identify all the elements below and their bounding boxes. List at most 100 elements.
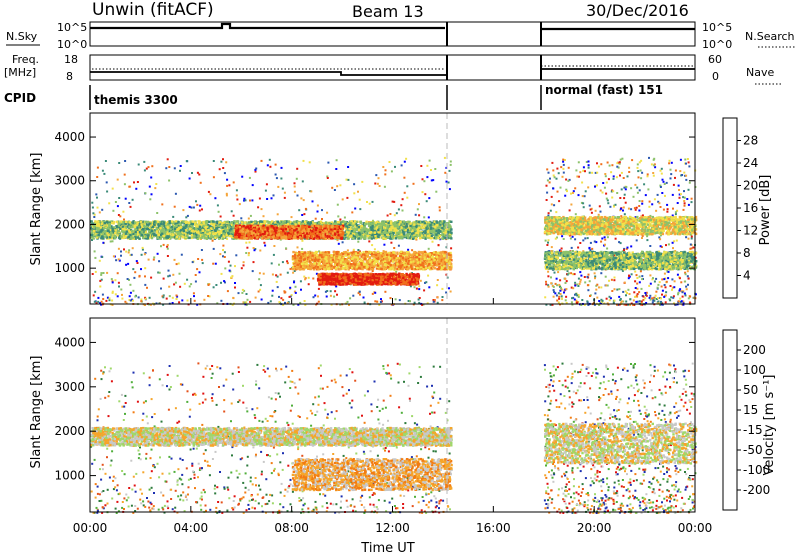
power-noise-pixel [621,250,624,253]
power-echo-pixel [110,225,113,228]
power-noise-pixel [610,278,613,281]
power-noise-pixel [683,190,685,193]
power-noise-pixel [626,292,628,294]
power-noise-pixel [173,205,176,208]
power-noise-pixel [634,183,637,186]
power-noise-pixel [574,213,577,216]
power-echo-pixel [176,222,180,226]
power-noise-pixel [641,200,644,203]
power-echo-pixel [111,221,114,225]
power-noise-pixel [293,182,296,185]
power-noise-pixel [681,291,684,294]
power-echo-pixel [159,220,162,224]
power-noise-pixel [425,281,428,284]
power-noise-pixel [99,279,102,282]
power-noise-pixel [207,295,210,297]
power-noise-pixel [271,294,274,297]
power-echo-pixel [443,234,446,237]
power-echo-pixel [157,233,160,237]
power-noise-pixel [406,196,409,199]
power-noise-pixel [567,166,570,169]
power-echo-pixel [345,234,349,237]
power-noise-pixel [669,299,672,302]
power-noise-pixel [582,166,585,169]
power-noise-pixel [156,252,159,255]
power-noise-pixel [635,274,638,277]
power-noise-pixel [100,272,103,275]
power-echo-pixel [330,221,334,224]
nsky-strip-frame [89,21,696,47]
power-noise-pixel [226,178,229,181]
power-noise-pixel [648,205,651,208]
power-noise-pixel [400,164,403,167]
power-noise-pixel [124,300,127,303]
power-noise-pixel [672,183,675,186]
power-noise-pixel [118,259,121,262]
power-noise-pixel [553,266,556,269]
power-echo-pixel [421,232,424,235]
power-echo-pixel [148,228,151,232]
power-echo-pixel [93,227,96,230]
power-noise-pixel [615,176,618,179]
power-noise-pixel [196,303,199,306]
power-noise-pixel [191,261,194,264]
power-noise-pixel [334,290,337,293]
figure-title: Unwin (fitACF) [92,0,214,20]
power-echo-pixel [384,226,388,230]
power-noise-pixel [290,216,293,219]
power-noise-pixel [568,234,571,237]
power-noise-pixel [612,301,615,304]
power-echo-pixel [104,230,107,233]
power-echo-pixel [353,237,356,240]
power-echo-pixel [450,237,453,240]
power-noise-pixel [564,277,567,280]
power-noise-pixel [441,296,444,298]
power-echo-pixel [104,226,108,230]
power-noise-pixel [676,273,679,276]
power-noise-pixel [92,212,95,215]
power-noise-pixel [119,215,122,218]
power-noise-pixel [168,166,171,168]
power-noise-pixel [587,160,590,163]
power-echo-pixel [378,226,381,229]
power-noise-pixel [403,176,406,179]
power-noise-pixel [160,245,162,248]
power-noise-pixel [421,303,424,306]
power-noise-pixel [660,246,663,248]
power-noise-pixel [599,210,602,213]
power-noise-pixel [186,299,189,302]
power-noise-pixel [682,300,685,303]
power-noise-pixel [614,237,617,240]
power-echo-pixel [143,236,146,240]
power-noise-pixel [180,253,183,256]
power-echo-pixel [112,226,115,229]
power-noise-pixel [415,287,418,290]
power-noise-pixel [664,286,667,289]
power-noise-pixel [275,280,278,283]
power-noise-pixel [622,206,625,209]
power-noise-pixel [91,201,94,204]
power-noise-pixel [153,256,156,259]
power-noise-pixel [371,200,374,203]
power-noise-pixel [665,244,667,247]
power-noise-pixel [123,173,126,176]
power-noise-pixel [244,199,247,202]
power-noise-pixel [289,288,292,290]
power-noise-pixel [570,203,573,206]
power-echo-pixel [184,231,188,234]
power-echo-pixel [157,235,161,239]
power-echo-pixel [282,220,285,223]
power-noise-pixel [601,237,604,240]
power-noise-pixel [223,251,226,254]
power-echo-pixel [421,222,424,225]
power-noise-pixel [680,281,683,284]
power-noise-pixel [111,291,114,294]
power-noise-pixel [677,300,680,303]
power-noise-pixel [391,200,394,203]
power-echo-pixel [384,231,388,234]
power-noise-pixel [267,301,270,304]
power-noise-pixel [608,164,611,167]
power-noise-pixel [262,215,265,218]
power-echo-pixel [165,230,169,234]
power-noise-pixel [668,298,671,301]
